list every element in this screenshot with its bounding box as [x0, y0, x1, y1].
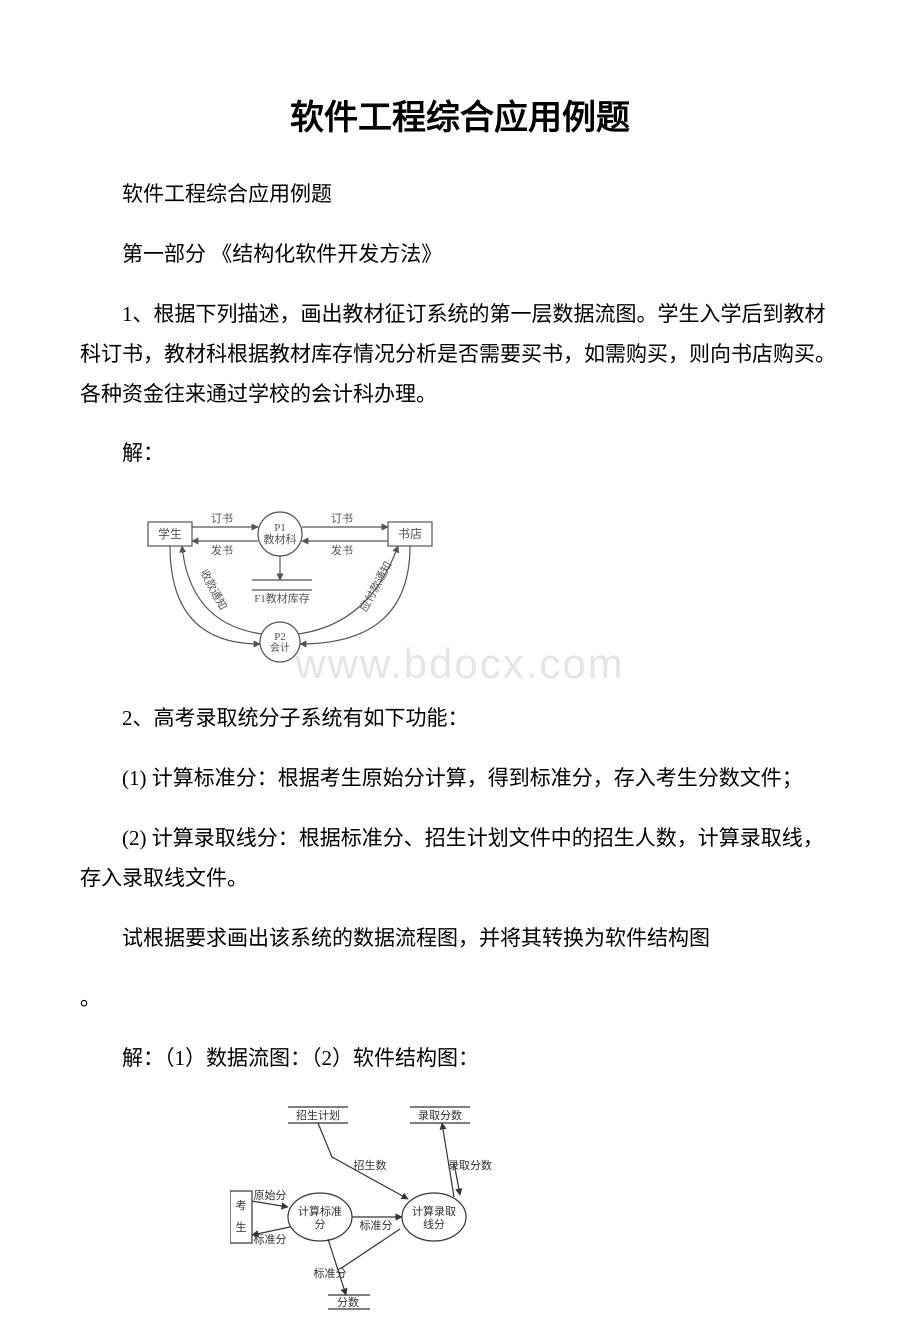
svg-text:原始分: 原始分	[254, 1188, 287, 1202]
svg-text:会计: 会计	[270, 641, 290, 654]
svg-text:应付款通知: 应付款通知	[356, 559, 394, 614]
svg-text:发书: 发书	[331, 543, 353, 557]
svg-text:计算录取: 计算录取	[412, 1204, 456, 1218]
question-1: 1、根据下列描述，画出教材征订系统的第一层数据流图。学生入学后到教材科订书，教材…	[80, 295, 840, 415]
diagram-1-dfd: 学生 P1 教材科 书店 F1教材库存 P2 会计 订书 发书 订书 发书 收款…	[140, 494, 840, 679]
svg-text:标准分: 标准分	[314, 1266, 347, 1280]
svg-text:招生计划: 招生计划	[296, 1108, 340, 1122]
svg-text:P1: P1	[274, 522, 286, 534]
svg-text:教材科: 教材科	[264, 532, 297, 546]
svg-text:发书: 发书	[211, 543, 233, 557]
svg-text:生: 生	[236, 1220, 247, 1234]
svg-text:考: 考	[236, 1199, 247, 1212]
question-2: 2、高考录取统分子系统有如下功能：	[80, 699, 840, 739]
svg-text:分数: 分数	[337, 1296, 359, 1309]
section-heading: 第一部分 《结构化软件开发方法》	[80, 235, 840, 275]
svg-text:订书: 订书	[331, 512, 353, 525]
svg-text:标准分: 标准分	[254, 1232, 287, 1246]
page-title: 软件工程综合应用例题	[80, 90, 840, 139]
question-2a: (1) 计算标准分：根据考生原始分计算，得到标准分，存入考生分数文件；	[80, 759, 840, 799]
svg-text:P2: P2	[274, 631, 286, 643]
svg-text:计算标准: 计算标准	[298, 1204, 342, 1218]
solution-label-2: 解：（1）数据流图：（2）软件结构图：	[80, 1039, 840, 1079]
svg-text:线分: 线分	[423, 1217, 445, 1231]
svg-text:书店: 书店	[398, 527, 422, 541]
svg-text:录取分数: 录取分数	[448, 1159, 492, 1172]
question-2-period: 。	[80, 979, 840, 1019]
subtitle-line: 软件工程综合应用例题	[80, 175, 840, 215]
question-2c: 试根据要求画出该系统的数据流程图，并将其转换为软件结构图	[80, 919, 840, 959]
svg-text:招生数: 招生数	[354, 1158, 387, 1172]
svg-text:订书: 订书	[211, 512, 233, 525]
question-2b: (2) 计算录取线分：根据标准分、招生计划文件中的招生人数，计算录取线，存入录取…	[80, 819, 840, 899]
svg-text:收款通知: 收款通知	[197, 567, 230, 612]
svg-text:标准分: 标准分	[360, 1218, 393, 1232]
svg-text:分: 分	[315, 1218, 326, 1231]
svg-text:录取分数: 录取分数	[418, 1109, 462, 1122]
solution-label-1: 解：	[80, 434, 840, 474]
svg-text:F1教材库存: F1教材库存	[254, 591, 310, 605]
svg-text:学生: 学生	[158, 526, 182, 541]
diagram-2-dfd: 招生计划 录取分数 考 生 计算标准 分 计算录取 线分 分数 原始分 标准分 …	[230, 1099, 840, 1324]
